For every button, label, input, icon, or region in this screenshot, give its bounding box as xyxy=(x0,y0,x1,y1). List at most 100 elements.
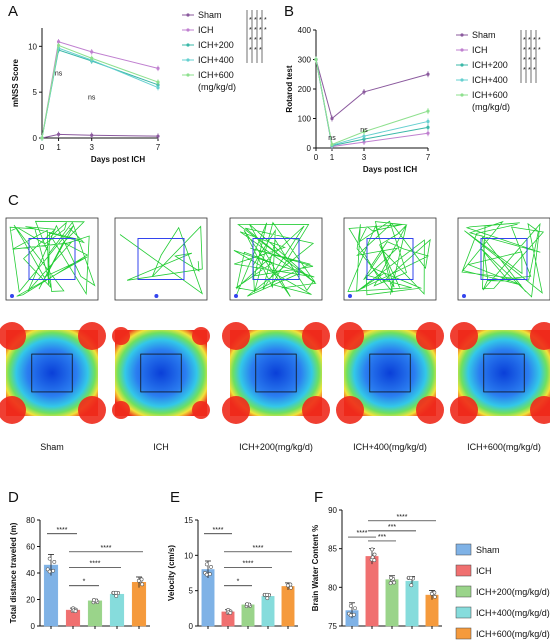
data-point xyxy=(330,142,334,147)
center-zone xyxy=(480,238,528,280)
sample-point xyxy=(372,552,377,557)
legend-item: ICH+400 xyxy=(472,75,508,85)
data-point xyxy=(156,80,160,84)
legend-item: ICH xyxy=(472,45,488,55)
legend-item: ICH xyxy=(198,25,214,35)
heatmap-center-zone xyxy=(255,353,297,393)
y-tick-label: 5 xyxy=(33,88,38,97)
x-tick-label: 7 xyxy=(426,153,431,162)
annotation-ns: ns xyxy=(88,95,96,102)
annotation-ns: ns xyxy=(360,127,368,134)
chart-b-rotarod: 0 100 200 300 400 0 1 3 7 Days post ICH Rotarod te… xyxy=(285,26,541,174)
bar-ich-400-mg-kg-d- xyxy=(261,596,275,627)
heat-spot xyxy=(416,322,444,350)
data-point xyxy=(156,85,160,90)
group-label: Sham xyxy=(40,442,64,452)
legend-marker xyxy=(186,73,190,77)
sig-star: * xyxy=(523,57,526,64)
panel-label-a: A xyxy=(8,3,18,20)
heat-spot xyxy=(336,322,364,350)
legend-item: ICH+400(mg/kg/d) xyxy=(476,608,550,618)
sample-point xyxy=(370,555,375,560)
sig-star: * xyxy=(528,57,531,64)
end-point xyxy=(10,294,14,298)
heat-spot xyxy=(530,396,550,424)
heat-spot xyxy=(302,396,330,424)
sample-point xyxy=(409,575,413,580)
sample-point xyxy=(228,610,233,615)
legend-f: Sham ICH ICH+200(mg/kg/d) ICH+400(mg/kg/d) I… xyxy=(455,543,550,640)
sig-label: *** xyxy=(388,524,396,531)
sample-point xyxy=(409,583,414,588)
y-tick-label: 0 xyxy=(33,134,38,143)
data-point xyxy=(56,40,61,44)
bar-ich-200-mg-kg-d- xyxy=(241,604,255,627)
annotation-ns: ns xyxy=(55,71,63,78)
sig-star: * xyxy=(528,67,531,74)
legend-swatch xyxy=(455,585,472,598)
sig-star: * xyxy=(528,37,531,44)
center-zone xyxy=(137,238,185,280)
y-tick-label: 0 xyxy=(307,144,312,153)
center-zone xyxy=(28,238,76,280)
data-point xyxy=(362,134,366,138)
legend-swatch xyxy=(455,606,472,619)
y-tick-label: 20 xyxy=(26,596,35,605)
data-point xyxy=(40,136,44,140)
panel-label-e: E xyxy=(170,489,180,506)
legend-item: ICH xyxy=(476,566,492,576)
legend-marker xyxy=(186,13,190,17)
y-axis-title: Brain Water Content % xyxy=(311,525,320,611)
legend-item: ICH+200(mg/kg/d) xyxy=(476,587,550,597)
y-tick-label: 5 xyxy=(189,587,194,596)
sig-star: * xyxy=(523,37,526,44)
x-axis-title: Days post ICH xyxy=(363,165,417,174)
y-tick-label: 400 xyxy=(298,26,312,35)
y-tick-label: 0 xyxy=(189,622,194,631)
x-tick-label: 1 xyxy=(56,143,61,152)
sig-star: * xyxy=(259,47,262,54)
sample-point xyxy=(245,602,249,607)
panel-label-c: C xyxy=(8,192,19,209)
x-tick-label: 7 xyxy=(156,143,161,152)
end-point xyxy=(154,294,159,298)
trajectory xyxy=(347,220,431,296)
legend-item: ICH+600(mg/kg/d) xyxy=(476,629,550,639)
legend-marker xyxy=(460,33,464,37)
sig-label: **** xyxy=(397,514,408,521)
legend-item: ICH+200 xyxy=(472,60,508,70)
sig-star: * xyxy=(523,47,526,54)
x-tick-label: 3 xyxy=(89,143,94,152)
bar-ich xyxy=(365,556,379,627)
series-line-ich xyxy=(41,41,159,139)
heatmap-center-zone xyxy=(369,353,411,393)
data-point xyxy=(426,119,430,124)
y-axis-title: Rotarod test xyxy=(285,65,294,112)
sig-label: * xyxy=(83,579,86,586)
sample-point xyxy=(208,572,212,576)
heatmap-center-zone xyxy=(140,353,182,393)
legend-swatch xyxy=(455,543,472,556)
sample-point xyxy=(265,596,270,601)
sample-point xyxy=(52,559,57,564)
heat-spot xyxy=(416,396,444,424)
sig-star: * xyxy=(254,27,257,34)
sample-point xyxy=(204,572,209,577)
bar-ich-200-mg-kg-d- xyxy=(87,600,103,627)
legend-swatch xyxy=(455,564,472,577)
sig-star: * xyxy=(249,37,252,44)
y-tick-label: 10 xyxy=(184,551,193,560)
legend-item: ICH+600 xyxy=(472,90,508,100)
y-tick-label: 10 xyxy=(28,42,37,51)
sig-star: * xyxy=(264,27,267,34)
sample-point xyxy=(51,568,56,573)
series-line-ich-600 xyxy=(315,59,429,146)
sig-star: * xyxy=(533,37,536,44)
y-tick-label: 75 xyxy=(328,622,337,631)
panel-label-b: B xyxy=(284,3,294,20)
heat-spot xyxy=(78,396,106,424)
data-point xyxy=(90,133,94,137)
